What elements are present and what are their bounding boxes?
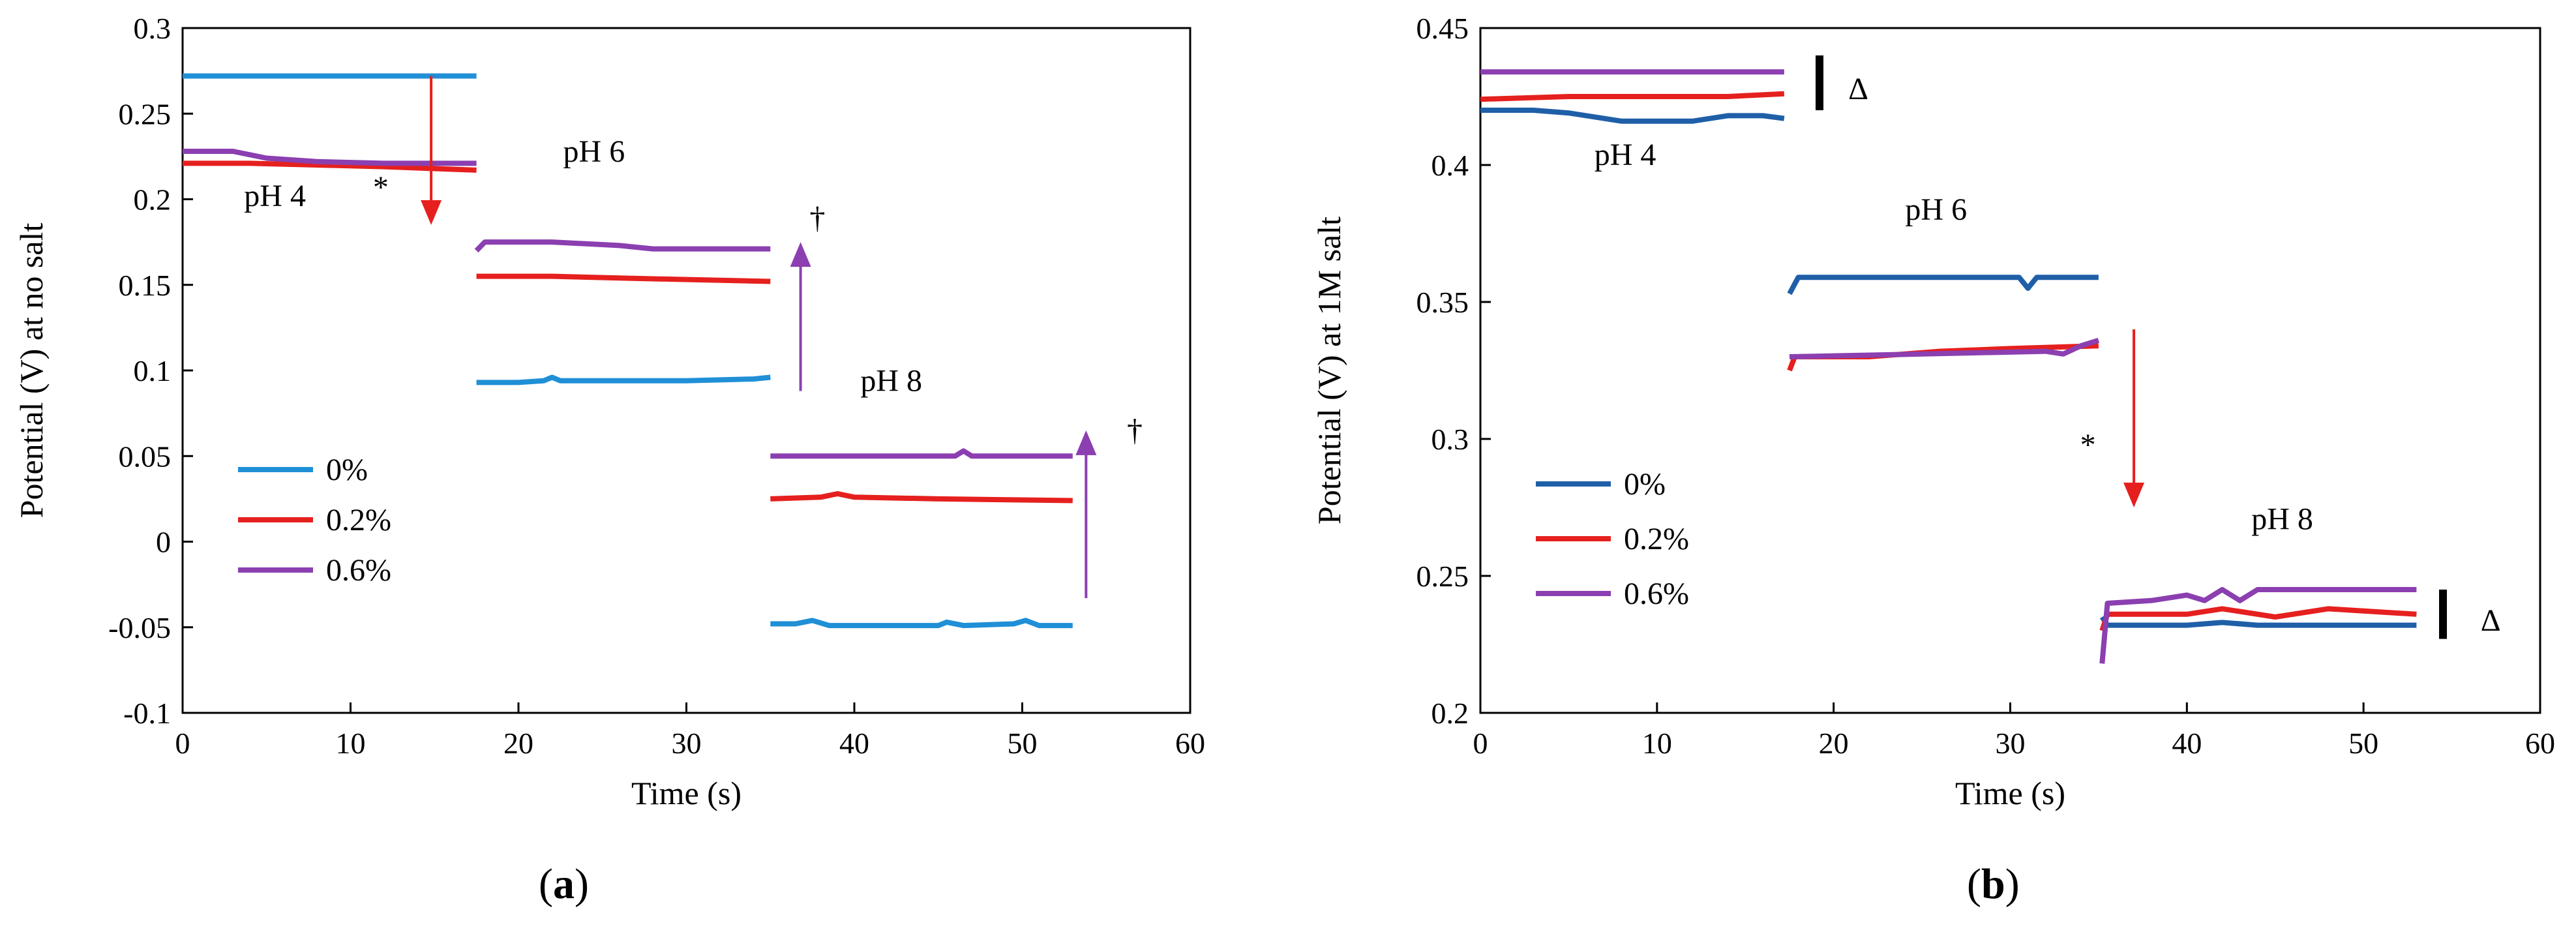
- y-tick-label: 0.45: [1416, 12, 1469, 45]
- legend-label: 0%: [326, 453, 368, 487]
- arrow-head: [2123, 483, 2145, 507]
- arrow-head: [421, 200, 442, 225]
- series-line-2-segment-2: [2099, 587, 2417, 664]
- arrow-head: [790, 242, 811, 267]
- annotation-label: Δ: [1848, 72, 1868, 106]
- series-line-1-segment-1: [476, 273, 771, 284]
- annotation-label: †: [809, 201, 825, 235]
- annotation-label: pH 4: [1595, 138, 1656, 172]
- y-tick-label: -0.05: [108, 611, 171, 644]
- x-axis-label: Time (s): [631, 775, 741, 811]
- legend-label: 0.2%: [326, 503, 391, 537]
- x-tick-label: 10: [1642, 727, 1672, 760]
- panel-label-b: (b): [1967, 860, 2020, 908]
- series-line-0-segment-1: [1787, 275, 2099, 295]
- y-axis-label: Potential (V) at no salt: [13, 223, 50, 519]
- y-tick-label: 0.4: [1431, 149, 1469, 182]
- y-tick-label: 0.2: [134, 183, 172, 217]
- panel-label-a: (a): [539, 860, 589, 908]
- series-line-1-segment-0: [183, 160, 477, 173]
- x-tick-label: 30: [672, 727, 702, 760]
- x-tick-label: 60: [2525, 727, 2555, 760]
- annotation-label: pH 6: [563, 134, 625, 169]
- plot-frame: [181, 27, 1191, 714]
- x-tick-label: 50: [1008, 727, 1038, 760]
- chart-panel-b: 0.2 0.25 0.3 0.35 0.4 0.45 0 10 20 30 40 50 60 Time (…: [1311, 12, 2555, 811]
- series-line-0-segment-1: [476, 374, 771, 385]
- series-line-1-segment-0: [1480, 91, 1784, 102]
- x-tick-label: 0: [175, 727, 190, 760]
- x-tick-label: 0: [1473, 727, 1488, 760]
- legend-label: 0.2%: [1624, 522, 1689, 556]
- annotation-label: pH 8: [860, 364, 922, 398]
- arrow-head: [1075, 430, 1097, 455]
- legend-label: 0%: [1624, 467, 1666, 502]
- x-tick-label: 60: [1175, 727, 1205, 760]
- y-tick-label: 0.25: [1416, 560, 1469, 593]
- annotation-label: pH 4: [244, 179, 306, 213]
- series-line-2-segment-2: [770, 448, 1073, 459]
- x-tick-label: 10: [336, 727, 366, 760]
- annotation-label: pH 6: [1905, 192, 1967, 227]
- y-tick-label: 0.15: [119, 269, 172, 302]
- x-tick-label: 40: [2172, 727, 2202, 760]
- y-tick-label: 0.3: [134, 12, 172, 45]
- series-line-0-segment-2: [770, 618, 1073, 629]
- y-axis-label: Potential (V) at 1M salt: [1311, 217, 1347, 524]
- x-tick-label: 20: [1819, 727, 1849, 760]
- annotation-label: *: [373, 170, 389, 205]
- y-tick-label: -0.1: [123, 697, 171, 730]
- y-tick-label: 0.35: [1416, 286, 1469, 319]
- series-line-1-segment-2: [770, 491, 1073, 504]
- series-line-2-segment-1: [474, 239, 771, 253]
- y-tick-label: 0.1: [134, 354, 172, 387]
- y-tick-label: 0.25: [119, 97, 172, 130]
- x-axis-label: Time (s): [1955, 775, 2065, 811]
- legend-label: 0.6%: [1624, 577, 1689, 611]
- x-tick-label: 40: [839, 727, 869, 760]
- series-line-2-segment-0: [183, 149, 477, 166]
- chart-panel-a: -0.1 -0.05 0 0.05 0.1 0.15 0.2 0.25 0.3 0 10 20 30 40…: [13, 12, 1205, 811]
- legend-label: 0.6%: [326, 553, 391, 588]
- annotation-label: pH 8: [2251, 502, 2313, 537]
- annotation-label: *: [2080, 428, 2096, 462]
- y-tick-label: 0.3: [1431, 423, 1469, 456]
- y-tick-label: 0.05: [119, 440, 172, 473]
- annotation-label: †: [1127, 413, 1143, 448]
- annotation-label: Δ: [2481, 603, 2501, 638]
- y-tick-label: 0.2: [1431, 697, 1469, 730]
- y-tick-label: 0: [156, 526, 171, 559]
- series-line-0-segment-2: [2099, 615, 2417, 628]
- x-tick-label: 30: [1996, 727, 2026, 760]
- series-line-0-segment-0: [1480, 108, 1785, 124]
- series-line-2-segment-1: [1789, 337, 2100, 359]
- x-tick-label: 20: [503, 727, 533, 760]
- x-tick-label: 50: [2348, 727, 2378, 760]
